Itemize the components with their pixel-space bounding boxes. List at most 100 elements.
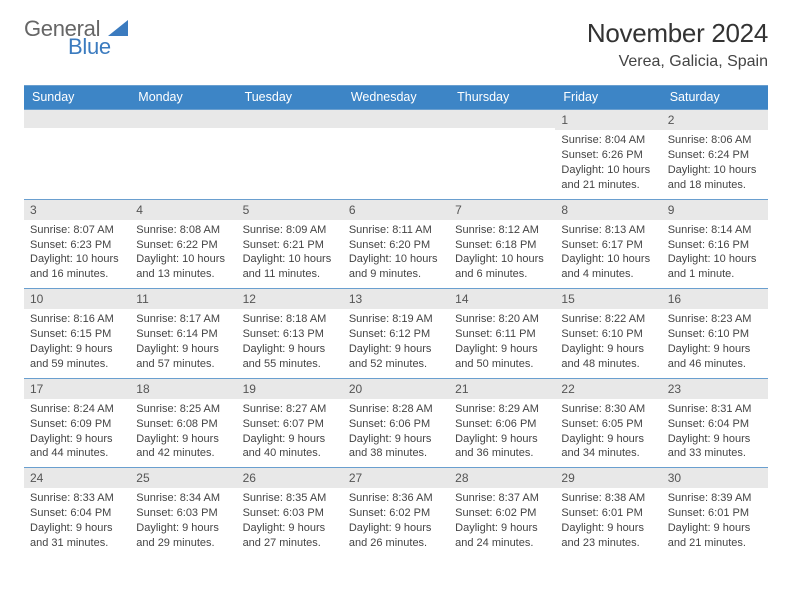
week-row: 24Sunrise: 8:33 AMSunset: 6:04 PMDayligh… [24, 467, 768, 557]
sunrise-text: Sunrise: 8:24 AM [30, 402, 124, 417]
calendar-location: Verea, Galicia, Spain [587, 53, 768, 71]
day-cell: 4Sunrise: 8:08 AMSunset: 6:22 PMDaylight… [130, 200, 236, 289]
sunrise-text: Sunrise: 8:19 AM [349, 312, 443, 327]
sunrise-text: Sunrise: 8:11 AM [349, 223, 443, 238]
daylight-text: Daylight: 10 hours and 18 minutes. [668, 163, 762, 193]
day-header-tue: Tuesday [237, 86, 343, 109]
calendar-title: November 2024 [587, 18, 768, 49]
day-number: 11 [130, 289, 236, 309]
page: General Blue November 2024 Verea, Galici… [0, 0, 792, 581]
daylight-text: Daylight: 9 hours and 40 minutes. [243, 432, 337, 462]
day-number [24, 110, 130, 128]
day-number: 8 [555, 200, 661, 220]
day-number: 21 [449, 379, 555, 399]
sunset-text: Sunset: 6:14 PM [136, 327, 230, 342]
day-number: 20 [343, 379, 449, 399]
daylight-text: Daylight: 9 hours and 31 minutes. [30, 521, 124, 551]
sunset-text: Sunset: 6:15 PM [30, 327, 124, 342]
sunrise-text: Sunrise: 8:35 AM [243, 491, 337, 506]
brand-logo: General Blue [24, 18, 128, 58]
sunset-text: Sunset: 6:08 PM [136, 417, 230, 432]
day-cell: 11 Sunrise: 8:17 AMSunset: 6:14 PMDayligh… [130, 289, 236, 378]
day-cell: 13Sunrise: 8:19 AMSunset: 6:12 PMDayligh… [343, 289, 449, 378]
daylight-text: Daylight: 9 hours and 21 minutes. [668, 521, 762, 551]
sunset-text: Sunset: 6:20 PM [349, 238, 443, 253]
day-cell: 21 Sunrise: 8:29 AMSunset: 6:06 PMDayligh… [449, 379, 555, 468]
sunrise-text: Sunrise: 8:13 AM [561, 223, 655, 238]
daylight-text: Daylight: 10 hours and 16 minutes. [30, 252, 124, 282]
sunrise-text: Sunrise: 8:17 AM [136, 312, 230, 327]
sunrise-text: Sunrise: 8:06 AM [668, 133, 762, 148]
day-cell: 19Sunrise: 8:27 AMSunset: 6:07 PMDayligh… [237, 379, 343, 468]
sunrise-text: Sunrise: 8:16 AM [30, 312, 124, 327]
day-number: 18 [130, 379, 236, 399]
daylight-text: Daylight: 9 hours and 57 minutes. [136, 342, 230, 372]
day-number: 3 [24, 200, 130, 220]
sunset-text: Sunset: 6:13 PM [243, 327, 337, 342]
daylight-text: Daylight: 9 hours and 27 minutes. [243, 521, 337, 551]
day-cell: 27Sunrise: 8:36 AMSunset: 6:02 PMDayligh… [343, 468, 449, 557]
day-cell: 17Sunrise: 8:24 AMSunset: 6:09 PMDayligh… [24, 379, 130, 468]
day-cell: 26 Sunrise: 8:35 AMSunset: 6:03 PMDayligh… [237, 468, 343, 557]
day-number: 16 [662, 289, 768, 309]
day-cell: 30Sunrise: 8:39 AMSunset: 6:01 PMDayligh… [662, 468, 768, 557]
day-cell: 20Sunrise: 8:28 AMSunset: 6:06 PMDayligh… [343, 379, 449, 468]
daylight-text: Daylight: 9 hours and 55 minutes. [243, 342, 337, 372]
day-cell: 5Sunrise: 8:09 AMSunset: 6:21 PMDaylight… [237, 200, 343, 289]
sunset-text: Sunset: 6:01 PM [561, 506, 655, 521]
day-header-sat: Saturday [662, 86, 768, 109]
daylight-text: Daylight: 9 hours and 59 minutes. [30, 342, 124, 372]
day-number: 27 [343, 468, 449, 488]
daylight-text: Daylight: 10 hours and 13 minutes. [136, 252, 230, 282]
day-cell: 16Sunrise: 8:23 AMSunset: 6:10 PMDayligh… [662, 289, 768, 378]
sunset-text: Sunset: 6:06 PM [455, 417, 549, 432]
sunrise-text: Sunrise: 8:22 AM [561, 312, 655, 327]
day-number: 26 [237, 468, 343, 488]
sunset-text: Sunset: 6:02 PM [455, 506, 549, 521]
weeks-container: 1Sunrise: 8:04 AMSunset: 6:26 PMDaylight… [24, 109, 768, 557]
sunset-text: Sunset: 6:26 PM [561, 148, 655, 163]
day-number: 15 [555, 289, 661, 309]
daylight-text: Daylight: 9 hours and 38 minutes. [349, 432, 443, 462]
sunrise-text: Sunrise: 8:29 AM [455, 402, 549, 417]
sunrise-text: Sunrise: 8:34 AM [136, 491, 230, 506]
empty-cell [237, 110, 343, 199]
sunrise-text: Sunrise: 8:04 AM [561, 133, 655, 148]
week-row: 3Sunrise: 8:07 AMSunset: 6:23 PMDaylight… [24, 199, 768, 289]
sunrise-text: Sunrise: 8:23 AM [668, 312, 762, 327]
day-number [449, 110, 555, 128]
day-number: 5 [237, 200, 343, 220]
day-header-thu: Thursday [449, 86, 555, 109]
sunset-text: Sunset: 6:16 PM [668, 238, 762, 253]
day-number: 13 [343, 289, 449, 309]
day-cell: 7Sunrise: 8:12 AMSunset: 6:18 PMDaylight… [449, 200, 555, 289]
day-cell: 18Sunrise: 8:25 AMSunset: 6:08 PMDayligh… [130, 379, 236, 468]
daylight-text: Daylight: 10 hours and 9 minutes. [349, 252, 443, 282]
day-cell: 10Sunrise: 8:16 AMSunset: 6:15 PMDayligh… [24, 289, 130, 378]
daylight-text: Daylight: 10 hours and 21 minutes. [561, 163, 655, 193]
day-cell: 8Sunrise: 8:13 AMSunset: 6:17 PMDaylight… [555, 200, 661, 289]
day-cell: 24Sunrise: 8:33 AMSunset: 6:04 PMDayligh… [24, 468, 130, 557]
sunrise-text: Sunrise: 8:30 AM [561, 402, 655, 417]
day-cell: 1Sunrise: 8:04 AMSunset: 6:26 PMDaylight… [555, 110, 661, 199]
empty-cell [130, 110, 236, 199]
sunrise-text: Sunrise: 8:33 AM [30, 491, 124, 506]
daylight-text: Daylight: 10 hours and 1 minute. [668, 252, 762, 282]
sunrise-text: Sunrise: 8:28 AM [349, 402, 443, 417]
day-number: 17 [24, 379, 130, 399]
daylight-text: Daylight: 9 hours and 36 minutes. [455, 432, 549, 462]
sunset-text: Sunset: 6:03 PM [136, 506, 230, 521]
sunrise-text: Sunrise: 8:20 AM [455, 312, 549, 327]
header: General Blue November 2024 Verea, Galici… [24, 18, 768, 71]
sunset-text: Sunset: 6:01 PM [668, 506, 762, 521]
day-cell: 15Sunrise: 8:22 AMSunset: 6:10 PMDayligh… [555, 289, 661, 378]
daylight-text: Daylight: 9 hours and 29 minutes. [136, 521, 230, 551]
sunrise-text: Sunrise: 8:25 AM [136, 402, 230, 417]
sunset-text: Sunset: 6:03 PM [243, 506, 337, 521]
day-header-fri: Friday [555, 86, 661, 109]
week-row: 17Sunrise: 8:24 AMSunset: 6:09 PMDayligh… [24, 378, 768, 468]
day-number: 24 [24, 468, 130, 488]
sunrise-text: Sunrise: 8:09 AM [243, 223, 337, 238]
day-cell: 14Sunrise: 8:20 AMSunset: 6:11 PMDayligh… [449, 289, 555, 378]
day-cell: 23Sunrise: 8:31 AMSunset: 6:04 PMDayligh… [662, 379, 768, 468]
